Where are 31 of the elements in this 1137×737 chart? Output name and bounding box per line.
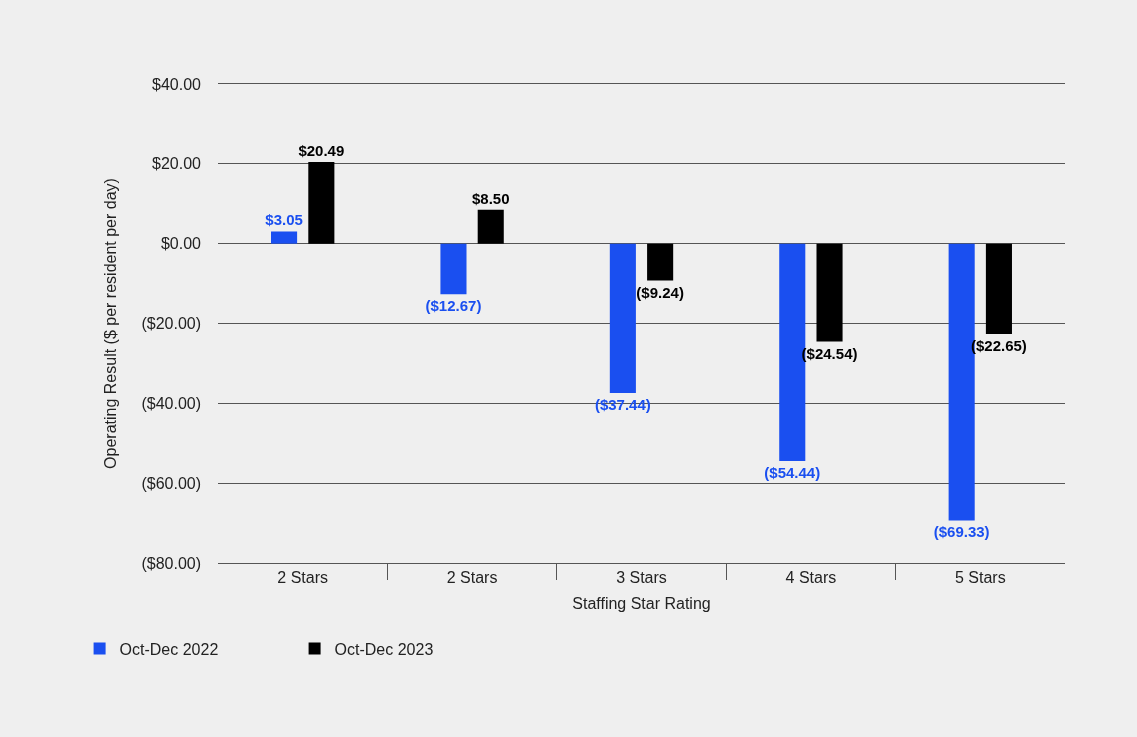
- data-label: $8.50: [471, 189, 510, 207]
- y-tick-label: ($20.00): [141, 315, 201, 333]
- legend-label: Oct-Dec 2022: [119, 640, 219, 658]
- x-tick-label: 4 Stars: [785, 569, 837, 587]
- data-label: ($54.44): [764, 463, 821, 481]
- bar: [477, 209, 504, 244]
- data-label: $20.49: [298, 141, 345, 159]
- data-label: ($12.67): [425, 297, 482, 315]
- x-tick-label: 2 Stars: [446, 569, 498, 587]
- bar: [985, 243, 1012, 335]
- y-tick-label: ($80.00): [141, 554, 201, 572]
- x-tick-label: 3 Stars: [616, 569, 667, 587]
- x-axis-title: Staffing Star Rating: [572, 594, 711, 612]
- y-tick-label: ($60.00): [141, 474, 201, 492]
- data-label: ($69.33): [933, 523, 990, 541]
- bar: [271, 231, 298, 244]
- x-tick-label: 5 Stars: [954, 569, 1006, 587]
- x-tick-label: 2 Stars: [277, 569, 329, 587]
- bar: [816, 243, 843, 342]
- legend-label: Oct-Dec 2023: [334, 640, 434, 658]
- y-tick-label: $0.00: [160, 235, 202, 253]
- y-tick-label: $20.00: [152, 155, 202, 173]
- data-label: ($9.24): [636, 283, 684, 301]
- bar: [609, 243, 636, 394]
- y-axis-title: Operating Result ($ per resident per day): [102, 178, 120, 469]
- bar: [647, 243, 674, 281]
- y-tick-label: $40.00: [152, 75, 202, 93]
- bar: [308, 161, 335, 244]
- data-label: $3.05: [265, 211, 303, 229]
- y-tick-label: ($40.00): [141, 394, 201, 412]
- bar: [440, 243, 467, 295]
